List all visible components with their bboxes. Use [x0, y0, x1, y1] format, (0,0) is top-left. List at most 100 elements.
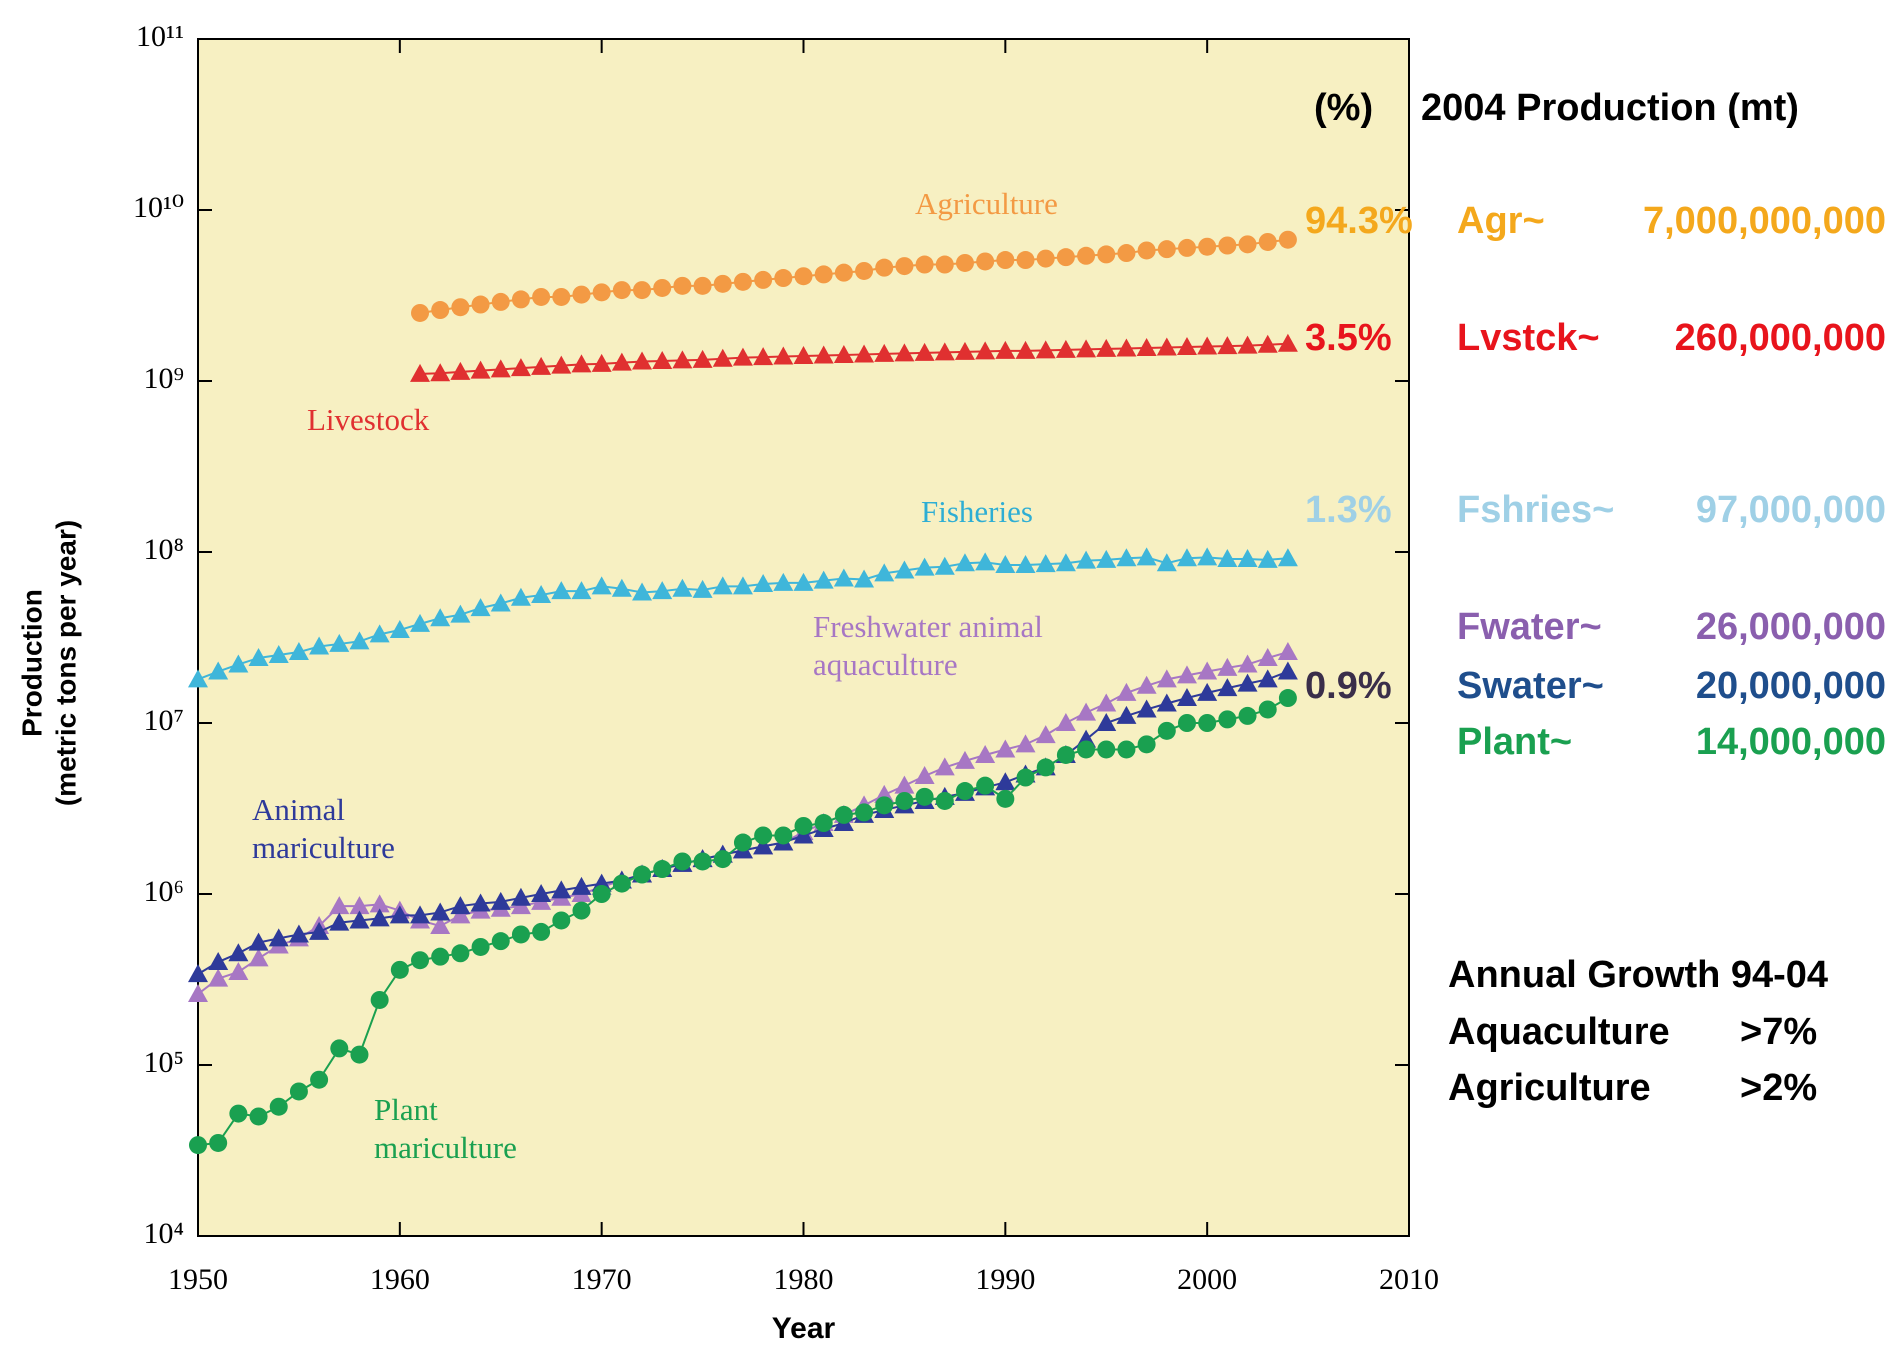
data-point — [652, 350, 673, 369]
data-point — [632, 582, 653, 601]
data-point — [1237, 549, 1258, 568]
data-point — [1257, 549, 1278, 568]
data-point — [288, 642, 309, 661]
data-point — [794, 267, 813, 286]
data-point — [1136, 337, 1157, 356]
data-point — [369, 624, 390, 643]
data-point — [1036, 249, 1055, 268]
data-point — [551, 880, 572, 899]
y-tick-label: 10¹⁰ — [133, 191, 184, 224]
data-point — [1198, 237, 1217, 256]
row-production: 20,000,000 — [1696, 665, 1886, 707]
percentage: 94.3% — [1305, 200, 1413, 242]
data-point — [1116, 548, 1137, 567]
growth-value: >7% — [1740, 1011, 1817, 1053]
data-point — [1237, 673, 1258, 692]
data-point — [411, 951, 430, 970]
data-point — [673, 852, 692, 871]
data-point — [693, 852, 712, 871]
row-name: Fshries~ — [1457, 489, 1614, 531]
data-point — [995, 772, 1016, 791]
data-point — [954, 553, 975, 572]
data-point — [1217, 657, 1238, 676]
data-point — [248, 647, 269, 666]
data-point — [572, 285, 591, 304]
data-point — [531, 356, 552, 375]
data-point — [350, 1045, 369, 1064]
data-point — [490, 359, 511, 378]
data-point — [1198, 714, 1217, 732]
data-point — [976, 776, 995, 795]
data-point — [188, 984, 208, 1003]
data-point — [996, 789, 1015, 808]
data-point — [591, 576, 612, 595]
data-point — [653, 278, 672, 297]
data-point — [532, 922, 551, 941]
data-point — [511, 290, 530, 309]
data-point — [1238, 706, 1257, 725]
data-point — [855, 803, 874, 822]
data-point — [793, 572, 814, 591]
data-point — [411, 303, 430, 322]
data-point — [289, 1082, 308, 1101]
data-point — [692, 349, 713, 368]
data-point — [1036, 758, 1055, 777]
data-point — [510, 358, 531, 377]
data-point — [309, 636, 330, 655]
data-point — [633, 865, 652, 884]
data-point — [875, 258, 894, 277]
data-point — [1136, 547, 1157, 566]
data-point — [1176, 548, 1197, 567]
data-point — [551, 355, 572, 374]
data-point — [955, 782, 974, 801]
data-point — [1197, 547, 1218, 566]
data-point — [753, 347, 774, 366]
data-point — [1015, 554, 1036, 573]
data-point — [1197, 682, 1218, 701]
data-point — [1277, 661, 1298, 680]
data-point — [471, 937, 490, 956]
data-point — [389, 619, 410, 638]
data-point — [935, 255, 954, 274]
data-point — [732, 347, 753, 366]
data-point — [228, 654, 249, 673]
data-point — [633, 281, 652, 300]
data-point — [1157, 721, 1176, 740]
data-point — [1217, 336, 1238, 355]
data-point — [1238, 235, 1257, 254]
data-point — [814, 265, 833, 284]
data-point — [248, 932, 269, 951]
table-header: 2004 Production (mt) — [1421, 87, 1799, 129]
data-point — [1015, 340, 1036, 359]
series-label: Livestock — [307, 402, 430, 437]
data-point — [208, 661, 229, 680]
data-point — [814, 814, 833, 833]
data-point — [673, 276, 692, 295]
row-production: 26,000,000 — [1696, 606, 1886, 648]
y-tick-label: 10⁸ — [144, 533, 184, 566]
data-point — [612, 874, 631, 893]
data-point — [1096, 713, 1117, 731]
data-point — [954, 341, 975, 360]
data-point — [934, 757, 955, 776]
data-point — [1277, 333, 1298, 352]
data-point — [532, 287, 551, 306]
data-point — [612, 281, 631, 300]
data-point — [1237, 654, 1258, 673]
data-point — [692, 579, 713, 598]
data-point — [1015, 734, 1036, 753]
data-point — [975, 744, 996, 763]
data-point — [571, 876, 592, 895]
data-point — [1217, 549, 1238, 568]
x-tick-label: 2010 — [1379, 1263, 1439, 1296]
data-point — [672, 350, 693, 369]
data-point — [854, 344, 875, 363]
data-point — [915, 255, 934, 274]
data-point — [552, 911, 571, 930]
data-point — [1156, 693, 1177, 712]
y-tick-label: 10⁴ — [144, 1217, 184, 1250]
data-point — [1055, 339, 1076, 358]
data-point — [1258, 232, 1277, 251]
data-point — [1096, 693, 1117, 712]
data-point — [571, 581, 592, 600]
